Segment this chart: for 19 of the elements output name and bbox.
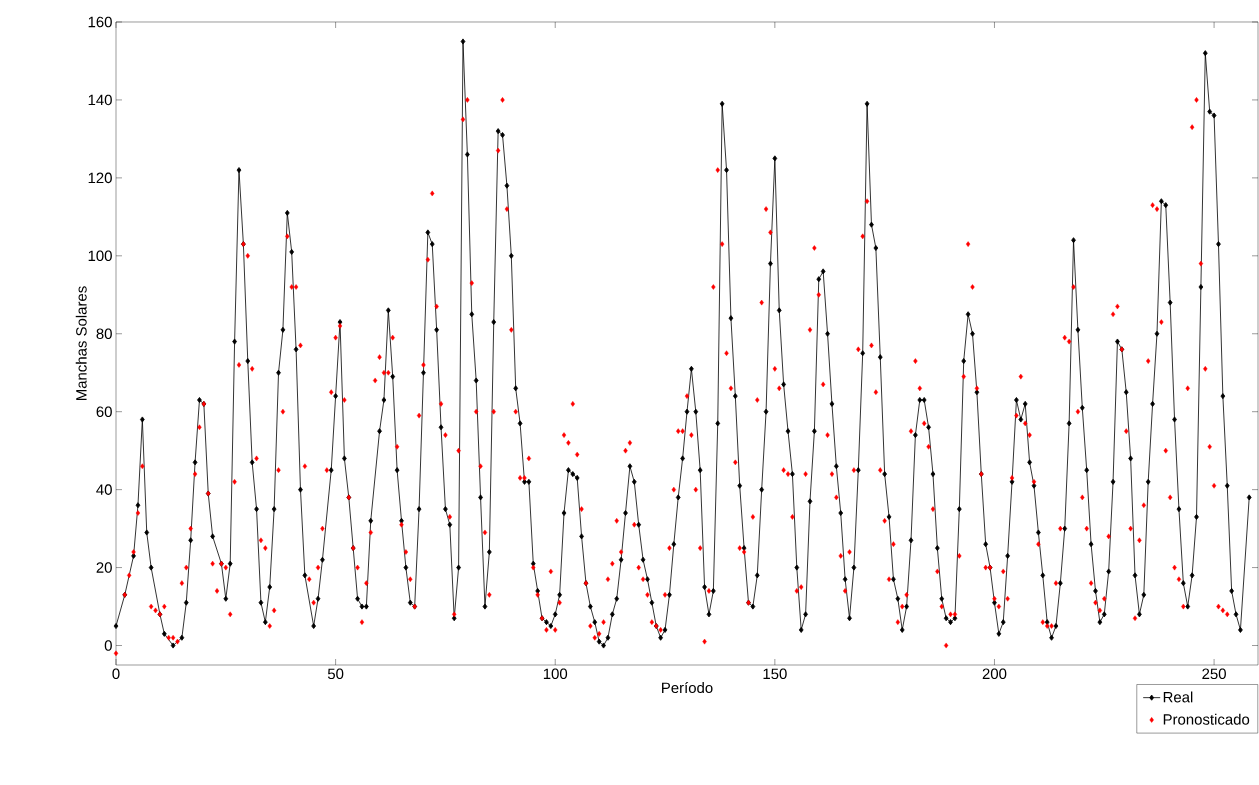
y-tick-label: 160: [88, 16, 112, 28]
y-tick-label: 140: [88, 94, 112, 106]
x-tick-label: 250: [1202, 668, 1226, 680]
y-tick-label: 120: [88, 172, 112, 184]
x-tick-label: 0: [112, 668, 120, 680]
x-tick-label: 200: [982, 668, 1007, 680]
x-tick-label: 150: [763, 668, 787, 680]
y-tick-label: 60: [96, 406, 112, 417]
legend-label: Real: [1163, 691, 1193, 703]
y-axis-title: Manchas Solares: [75, 286, 87, 401]
y-tick-label: 100: [88, 250, 112, 262]
y-tick-label: 40: [96, 484, 112, 495]
y-tick-label: 0: [104, 640, 112, 651]
x-tick-label: 100: [543, 668, 568, 680]
x-tick-label: 50: [327, 668, 344, 680]
y-tick-label: 80: [96, 328, 112, 340]
y-tick-label: 20: [96, 562, 112, 573]
x-axis-title: Período: [662, 681, 713, 694]
legend-label: Pronosticado: [1163, 713, 1250, 725]
